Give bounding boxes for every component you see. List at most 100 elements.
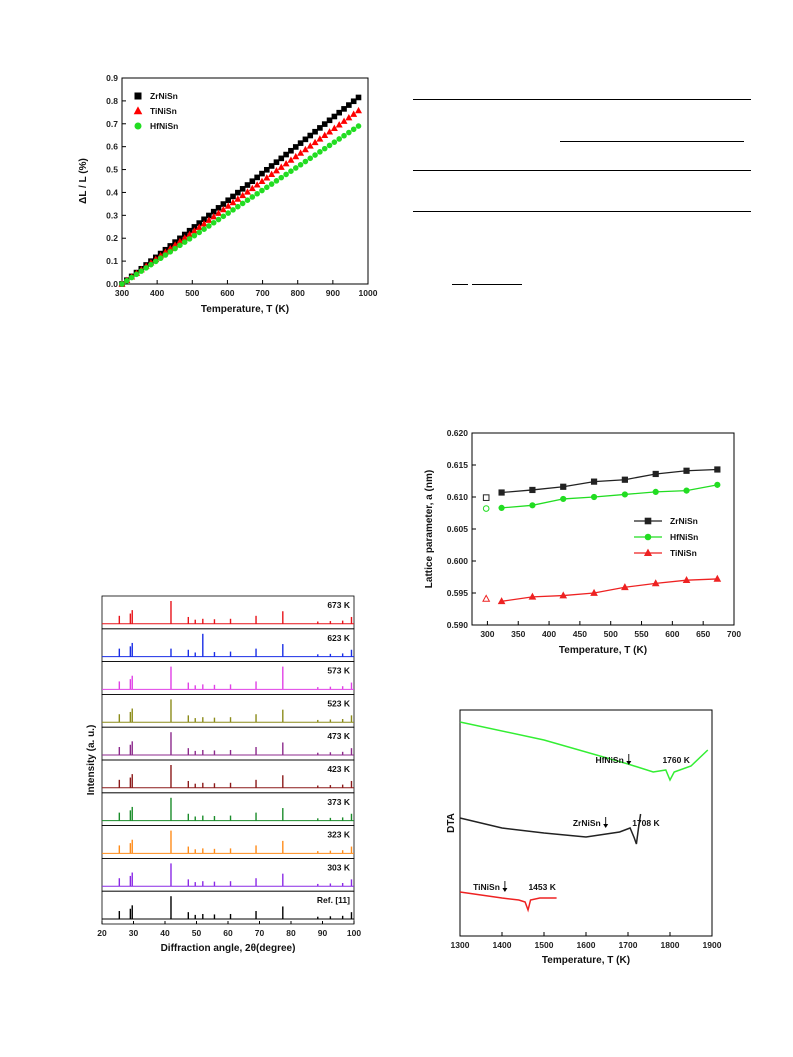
data-point-ZrNiSn: [283, 151, 289, 158]
data-point-ZrNiSn: [560, 483, 567, 490]
xrd-panel-label: 623 K: [327, 633, 351, 643]
x-tick-label: 550: [634, 629, 648, 639]
data-point-HfNiSn: [297, 161, 304, 168]
data-point-HfNiSn: [128, 274, 135, 281]
x-tick-label: 1500: [535, 940, 554, 950]
y-axis-title: Lattice parameter, a (nm): [424, 470, 435, 588]
data-point-ZrNiSn: [254, 174, 260, 181]
y-axis-title: ΔL / L (%): [78, 158, 89, 204]
data-point-TiNiSn: [268, 170, 276, 177]
data-point-HfNiSn: [268, 181, 275, 187]
x-tick-label: 1600: [577, 940, 596, 950]
data-point-HfNiSn: [215, 216, 222, 223]
dta-arrow-head-HfNiSn: [626, 761, 632, 765]
data-point-ZrNiSn: [239, 186, 246, 192]
data-point-TiNiSn: [301, 145, 309, 153]
data-point-HfNiSn: [148, 261, 154, 268]
data-point-HfNiSn: [292, 165, 299, 171]
data-point-ZrNiSn: [350, 98, 357, 105]
y-tick-label: 0.8: [106, 96, 118, 106]
data-point-HfNiSn: [133, 271, 140, 278]
data-point-TiNiSn: [326, 128, 334, 135]
dta-chart: 1300 1400 1500 1600 1700 1800 1900 Temperature,…: [440, 702, 725, 972]
x-tick-label: 400: [150, 288, 164, 298]
data-point-HfNiSn: [312, 152, 318, 158]
plot-frame: [471, 432, 735, 626]
data-point-TiNiSn: [234, 195, 242, 202]
x-axis-title: Temperature, T (K): [201, 304, 289, 315]
dta-event-label-HfNiSn: 1760 K: [662, 755, 690, 765]
x-tick-label: 400: [542, 629, 556, 639]
data-point-HfNiSn: [302, 158, 309, 165]
x-tick-label: 350: [511, 629, 525, 639]
data-point-HfNiSn: [254, 190, 260, 197]
x-axis-title: Temperature, T (K): [559, 645, 647, 656]
table-top-rule: [413, 99, 751, 100]
data-point-TiNiSn: [253, 181, 261, 188]
data-point-HfNiSn: [191, 232, 198, 239]
data-point-TiNiSn: [205, 216, 213, 223]
data-point-ZrNiSn: [321, 121, 328, 127]
xrd-panel-label: 673 K: [327, 600, 351, 610]
x-tick-label: 70: [255, 928, 265, 938]
data-point-TiNiSn: [244, 188, 251, 195]
data-point-HfNiSn: [560, 495, 567, 503]
data-point-TiNiSn: [311, 138, 319, 146]
data-point-TiNiSn: [258, 177, 266, 185]
y-axis-title: DTA: [446, 813, 457, 833]
legend-label-HfNiSn: HfNiSn: [670, 532, 698, 542]
y-tick-label: 0.5: [106, 165, 118, 175]
data-point-TiNiSn: [292, 152, 300, 160]
series-line-TiNiSn: [501, 578, 718, 602]
data-point-TiNiSn: [229, 198, 237, 206]
data-point-ZrNiSn: [230, 193, 236, 200]
y-tick-label: 0.610: [447, 492, 469, 502]
fraction-rule-short: [452, 284, 468, 285]
x-tick-label: 650: [696, 629, 710, 639]
legend-label-ZrNiSn: ZrNiSn: [150, 91, 178, 101]
x-tick-label: 700: [255, 288, 269, 298]
dta-annotation-ZrNiSn: ZrNiSn: [573, 818, 601, 828]
data-point-ZrNiSn: [288, 147, 294, 154]
data-point-TiNiSn: [287, 156, 295, 163]
data-point-TiNiSn: [713, 574, 722, 582]
data-point-TiNiSn: [651, 579, 660, 587]
data-point-HfNiSn: [235, 203, 241, 210]
x-tick-label: 100: [347, 928, 361, 938]
data-point-HfNiSn: [307, 155, 314, 162]
x-tick-label: 800: [291, 288, 305, 298]
data-point-HfNiSn: [321, 145, 328, 152]
data-point-ZrNiSn: [336, 109, 343, 116]
x-tick-label: 1300: [451, 940, 470, 950]
data-point-ZrNiSn: [714, 466, 721, 473]
data-point-TiNiSn: [330, 124, 338, 131]
data-point-TiNiSn: [316, 135, 324, 142]
data-point-HfNiSn: [172, 245, 178, 252]
data-point-HfNiSn: [621, 491, 628, 498]
x-axis-title: Temperature, T (K): [542, 955, 630, 966]
data-point-HfNiSn: [201, 226, 207, 233]
data-point-ZrNiSn: [498, 489, 505, 496]
x-tick-label: 900: [326, 288, 340, 298]
data-point-HfNiSn: [273, 178, 280, 184]
data-point-ZrNiSn: [215, 205, 222, 211]
dta-curve-ZrNiSn: [459, 813, 642, 845]
data-point-HfNiSn: [331, 139, 338, 145]
x-tick-label: 1000: [359, 288, 378, 298]
x-tick-label: 40: [160, 928, 170, 938]
xrd-chart: 673 K 623 K 573 K 523 K 473 K 423 K 373 K 323 K…: [82, 590, 372, 960]
data-point-HfNiSn: [259, 187, 265, 194]
data-point-HfNiSn: [157, 255, 164, 262]
data-point-TiNiSn: [528, 592, 537, 600]
y-tick-label: 0.1: [106, 256, 118, 266]
x-tick-label: 450: [573, 629, 587, 639]
data-point-TiNiSn: [248, 184, 256, 192]
data-point-HfNiSn: [336, 136, 343, 142]
data-point-HfNiSn: [119, 281, 125, 287]
data-point-TiNiSn: [321, 131, 329, 139]
data-point-ZrNiSn: [346, 102, 352, 108]
y-tick-label: 0.605: [447, 524, 469, 534]
series-line-ZrNiSn: [501, 468, 718, 494]
dta-annotation-TiNiSn: TiNiSn: [473, 882, 500, 892]
data-point-HfNiSn: [210, 219, 217, 226]
